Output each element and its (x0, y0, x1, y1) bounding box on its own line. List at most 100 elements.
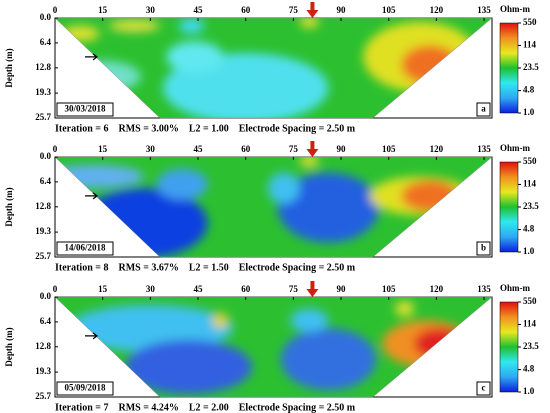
anomaly (156, 168, 208, 200)
x-tick-label: 45 (194, 5, 204, 15)
colorbar-tick-label: 550 (523, 296, 537, 306)
anomaly (277, 172, 380, 243)
date-box (56, 241, 114, 256)
colorbar-tick-label: 114 (523, 40, 537, 50)
x-tick-label: 15 (98, 284, 108, 294)
y-axis-label: Depth (m) (4, 48, 14, 87)
date-box (56, 102, 114, 117)
colorbar-tick-label: 1.0 (523, 246, 535, 256)
colorbar-label: Ohm-m (500, 283, 531, 293)
x-tick-label: 30 (146, 5, 156, 15)
y-tick-label: 25.7 (35, 112, 51, 122)
colorbar (499, 22, 519, 114)
x-tick-label: 60 (241, 5, 251, 15)
colorbar-tick-label: 4.8 (523, 85, 535, 95)
x-tick-label: 105 (382, 284, 396, 294)
x-tick-label: 105 (382, 144, 396, 154)
black-arrow (85, 53, 98, 61)
y-axis-label: Depth (m) (4, 187, 14, 226)
panel: 0 15 30 45 60 75 90 105 120 135 0.0 6.4 12.8 19.3 25.7… (4, 281, 539, 413)
panel-label-box (476, 102, 491, 117)
y-tick-label: 0.0 (40, 12, 52, 22)
x-tick-label: 60 (241, 144, 251, 154)
x-tick-label: 75 (289, 144, 299, 154)
y-tick-label: 0.0 (40, 151, 52, 161)
x-tick-label: 15 (98, 144, 108, 154)
y-tick-label: 12.8 (35, 341, 51, 351)
x-tick-label: 90 (337, 5, 347, 15)
colorbar-tick-label: 550 (523, 17, 537, 27)
y-tick-label: 6.4 (40, 176, 52, 186)
caption: Iteration = 6 RMS = 3.00% L2 = 1.00 Elec… (55, 123, 356, 134)
y-tick-label: 6.4 (40, 37, 52, 47)
colorbar-tick-label: 4.8 (523, 364, 535, 374)
x-tick-label: 30 (146, 284, 156, 294)
section (55, 297, 492, 397)
colorbar-tick-label: 23.5 (523, 62, 539, 72)
panel-label: c (482, 383, 486, 393)
anomaly (299, 157, 319, 167)
x-tick-label: 0 (53, 5, 58, 15)
y-tick-label: 19.3 (35, 87, 51, 97)
anomaly (290, 308, 329, 333)
colorbar (499, 161, 519, 253)
x-tick-label: 15 (98, 5, 108, 15)
y-tick-label: 19.3 (35, 366, 51, 376)
red-arrow (306, 2, 319, 18)
y-axis-label: Depth (m) (4, 327, 14, 366)
y-tick-label: 12.8 (35, 201, 51, 211)
x-tick-label: 30 (146, 144, 156, 154)
red-arrow (306, 281, 319, 297)
panel: 0 15 30 45 60 75 90 105 120 135 0.0 6.4 12.8 19.3 25.7… (4, 2, 539, 134)
anomaly (267, 172, 300, 204)
x-tick-label: 135 (477, 284, 491, 294)
date-box (56, 381, 114, 396)
colorbar-tick-label: 114 (523, 179, 537, 189)
anomaly (299, 18, 319, 28)
anomaly (280, 328, 376, 391)
anomaly (212, 312, 229, 329)
colorbar-tick-label: 1.0 (523, 386, 535, 396)
x-tick-label: 60 (241, 284, 251, 294)
anomaly (109, 19, 160, 32)
colorbar-tick-label: 114 (523, 319, 537, 329)
colorbar-tick-label: 4.8 (523, 224, 535, 234)
section (55, 157, 492, 257)
anomaly (178, 18, 205, 34)
panel-label: b (481, 243, 486, 253)
panel: 0 15 30 45 60 75 90 105 120 135 0.0 6.4 12.8 19.3 25.7… (4, 141, 539, 273)
x-tick-label: 135 (477, 144, 491, 154)
panel-label: a (481, 104, 486, 114)
caption: Iteration = 7 RMS = 4.24% L2 = 2.00 Elec… (55, 402, 356, 413)
red-arrow (306, 141, 319, 157)
y-tick-label: 0.0 (40, 291, 52, 301)
x-tick-label: 105 (382, 5, 396, 15)
colorbar (499, 301, 519, 393)
x-tick-label: 120 (430, 144, 444, 154)
colorbar-tick-label: 23.5 (523, 201, 539, 211)
caption: Iteration = 8 RMS = 3.67% L2 = 1.50 Elec… (55, 262, 356, 273)
x-tick-label: 90 (337, 284, 347, 294)
y-tick-label: 6.4 (40, 316, 52, 326)
section-outline (54, 156, 493, 258)
x-tick-label: 120 (430, 5, 444, 15)
x-tick-label: 75 (289, 284, 299, 294)
x-tick-label: 45 (194, 284, 204, 294)
date-label: 05/09/2018 (64, 383, 106, 393)
panel-label-box (476, 241, 491, 256)
x-tick-label: 120 (430, 284, 444, 294)
date-label: 30/03/2018 (64, 104, 106, 114)
colorbar-label: Ohm-m (500, 143, 531, 153)
y-tick-label: 25.7 (35, 251, 51, 261)
y-tick-label: 25.7 (35, 391, 51, 401)
black-arrow (85, 192, 98, 200)
section-outline (54, 296, 493, 398)
section-outline (54, 17, 493, 119)
black-arrow (85, 332, 98, 340)
x-tick-label: 90 (337, 144, 347, 154)
x-tick-label: 0 (53, 144, 58, 154)
anomaly (166, 41, 224, 73)
anomaly (124, 339, 253, 395)
anomaly (395, 300, 415, 317)
